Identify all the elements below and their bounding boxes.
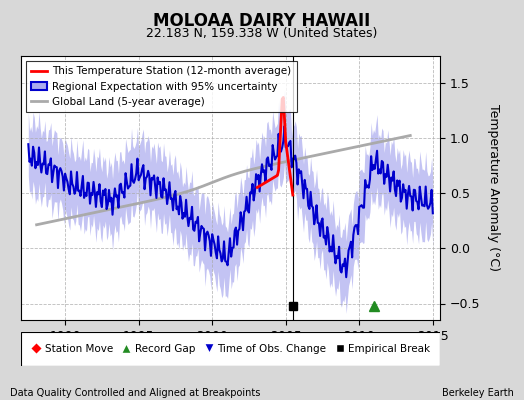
Text: MOLOAA DAIRY HAWAII: MOLOAA DAIRY HAWAII xyxy=(154,12,370,30)
Y-axis label: Temperature Anomaly (°C): Temperature Anomaly (°C) xyxy=(487,104,500,272)
Legend: Station Move, Record Gap, Time of Obs. Change, Empirical Break: Station Move, Record Gap, Time of Obs. C… xyxy=(31,344,430,354)
Legend: This Temperature Station (12-month average), Regional Expectation with 95% uncer: This Temperature Station (12-month avera… xyxy=(26,61,297,112)
Text: 22.183 N, 159.338 W (United States): 22.183 N, 159.338 W (United States) xyxy=(146,27,378,40)
Text: Data Quality Controlled and Aligned at Breakpoints: Data Quality Controlled and Aligned at B… xyxy=(10,388,261,398)
Text: Berkeley Earth: Berkeley Earth xyxy=(442,388,514,398)
